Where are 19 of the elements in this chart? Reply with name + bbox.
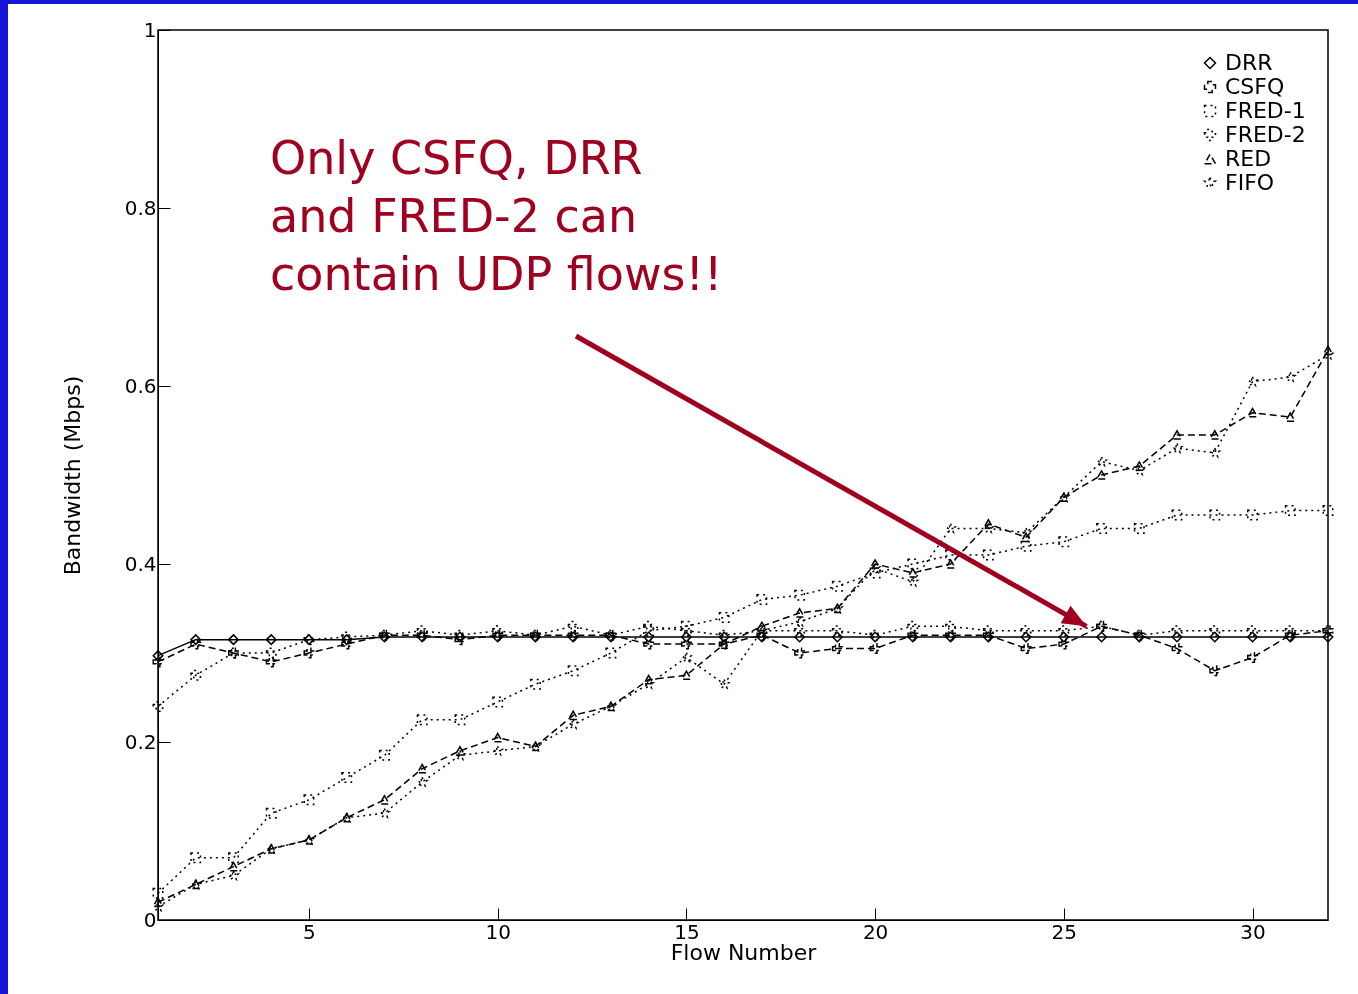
x-tick-label: 5 (303, 919, 316, 944)
legend-label: FIFO (1225, 170, 1275, 195)
y-tick-label: 1 (143, 17, 157, 42)
legend-label: FRED-2 (1225, 122, 1306, 147)
x-tick-label: 30 (1240, 919, 1266, 944)
x-tick-label: 25 (1051, 919, 1078, 944)
y-tick-label: 0 (143, 907, 157, 932)
legend-label: CSFQ (1225, 74, 1285, 99)
annotation: Only CSFQ, DRR and FRED-2 can contain UDP flows!! (270, 131, 723, 301)
y-tick-label: 0.4 (124, 551, 157, 576)
legend-label: RED (1225, 146, 1272, 171)
y-tick-label: 0.6 (124, 373, 157, 398)
x-tick-label: 20 (862, 919, 889, 944)
y-tick-label: 0.2 (124, 729, 157, 754)
legend-label: DRR (1225, 50, 1273, 75)
y-tick-label: 0.8 (124, 195, 157, 220)
legend-label: FRED-1 (1225, 98, 1306, 123)
x-tick-label: 10 (485, 919, 511, 944)
y-axis-title: Bandwidth (Mbps) (59, 375, 85, 576)
